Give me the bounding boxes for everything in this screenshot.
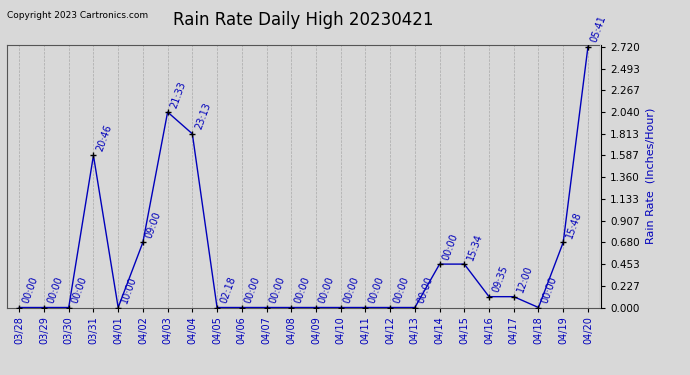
Text: 00:00: 00:00 [46,275,64,305]
Text: 00:00: 00:00 [293,275,311,305]
Text: 05:41: 05:41 [589,15,609,44]
Text: 20:46: 20:46 [95,123,114,153]
Text: 02:18: 02:18 [219,275,237,305]
Text: 15:48: 15:48 [564,210,584,240]
Text: 00:00: 00:00 [416,275,435,305]
Text: 00:00: 00:00 [317,275,336,305]
Text: 09:00: 09:00 [144,210,163,240]
Text: 12:00: 12:00 [515,264,534,294]
Text: 00:00: 00:00 [342,275,361,305]
Text: 23:13: 23:13 [194,101,213,131]
Y-axis label: Rain Rate  (Inches/Hour): Rain Rate (Inches/Hour) [645,108,656,244]
Text: 00:00: 00:00 [391,275,411,305]
Text: 21:33: 21:33 [169,80,188,109]
Text: 00:00: 00:00 [540,275,559,305]
Text: 00:00: 00:00 [21,275,39,305]
Text: 00:00: 00:00 [70,275,89,305]
Text: 09:35: 09:35 [491,264,509,294]
Text: 15:34: 15:34 [466,232,484,261]
Text: Copyright 2023 Cartronics.com: Copyright 2023 Cartronics.com [7,11,148,20]
Text: 00:00: 00:00 [243,275,262,305]
Text: 00:00: 00:00 [268,275,287,305]
Text: 00:00: 00:00 [441,232,460,261]
Text: Rain Rate Daily High 20230421: Rain Rate Daily High 20230421 [173,11,434,29]
Text: 00:00: 00:00 [367,275,386,305]
Text: 10:00: 10:00 [119,275,139,305]
